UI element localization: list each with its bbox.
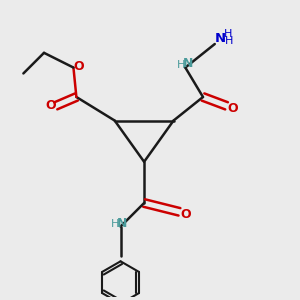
Text: N: N: [215, 32, 226, 45]
Text: H: H: [225, 36, 233, 46]
Text: O: O: [74, 60, 84, 73]
Text: N: N: [117, 217, 127, 230]
Text: O: O: [180, 208, 190, 221]
Text: H: H: [110, 219, 119, 229]
Text: H: H: [177, 60, 185, 70]
Text: N: N: [183, 57, 194, 70]
Text: O: O: [227, 102, 238, 115]
Text: O: O: [45, 99, 56, 112]
Text: H: H: [224, 29, 232, 39]
